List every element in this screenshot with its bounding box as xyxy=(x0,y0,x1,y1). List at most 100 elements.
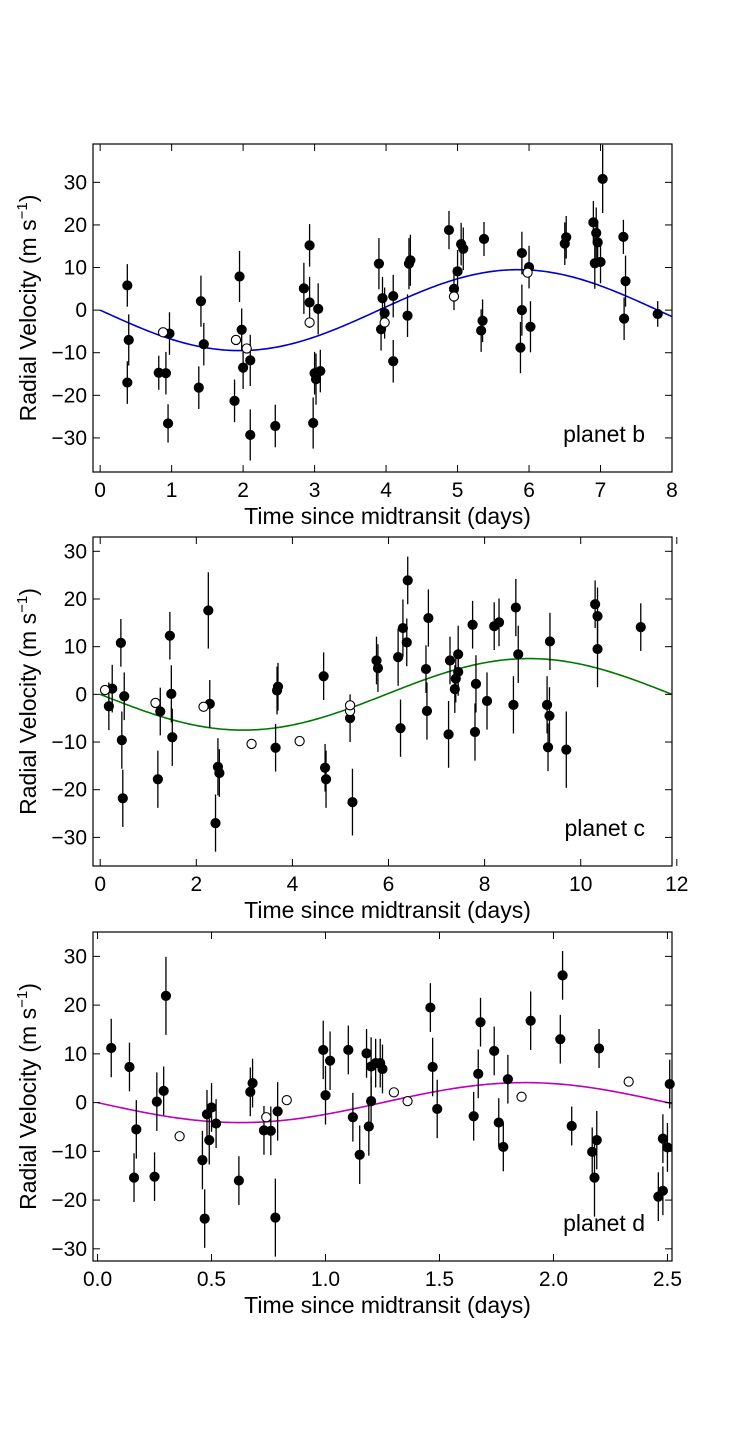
y-axis-label-close: ) xyxy=(15,588,41,596)
point-marker xyxy=(152,774,163,785)
point-marker xyxy=(377,293,388,304)
point-marker xyxy=(238,362,249,373)
data-point-filled xyxy=(427,1037,438,1097)
point-marker xyxy=(318,1044,329,1056)
data-point-filled xyxy=(319,743,331,792)
data-point-filled xyxy=(591,1110,602,1170)
model-curve xyxy=(99,657,672,731)
point-marker xyxy=(270,420,281,432)
data-point-filled xyxy=(542,723,554,772)
point-marker xyxy=(347,797,358,808)
data-point-filled xyxy=(160,351,172,395)
y-axis-label-exponent: −1 xyxy=(14,202,31,219)
point-marker xyxy=(657,1133,668,1144)
point-marker xyxy=(421,705,433,717)
point-marker xyxy=(443,729,454,740)
point-marker xyxy=(122,377,133,388)
data-point-filled xyxy=(162,404,174,443)
y-tick-label: 0 xyxy=(75,299,87,322)
y-axis-label-main: Radial Velocity (m s xyxy=(15,219,41,421)
point-marker xyxy=(467,619,478,630)
data-point-open xyxy=(157,327,169,338)
point-marker xyxy=(313,303,324,314)
data-point-filled xyxy=(443,210,455,250)
data-point-filled xyxy=(377,1044,388,1094)
point-marker xyxy=(203,605,214,616)
data-point-filled xyxy=(151,1072,162,1131)
data-point-filled xyxy=(620,255,631,307)
point-marker xyxy=(158,1085,169,1096)
data-point-filled xyxy=(452,250,463,293)
point-marker xyxy=(247,1077,258,1089)
point-marker xyxy=(591,227,602,239)
point-marker xyxy=(388,290,399,302)
point-marker xyxy=(128,1172,140,1183)
point-marker xyxy=(561,744,572,755)
data-point-filled xyxy=(124,1042,135,1092)
data-point-filled xyxy=(131,1100,142,1159)
x-tick-label: 1.5 xyxy=(425,1268,454,1291)
point-marker xyxy=(489,1045,500,1057)
point-marker xyxy=(635,622,646,633)
data-point-filled xyxy=(160,956,172,1035)
x-tick-label: 0.5 xyxy=(197,1268,226,1291)
x-tick-label: 0 xyxy=(94,873,106,896)
point-marker xyxy=(597,173,608,185)
point-marker xyxy=(245,1086,256,1097)
y-tick-label: 0 xyxy=(75,683,87,706)
y-axis-label-exponent: −1 xyxy=(14,991,31,1008)
data-point-open xyxy=(516,1091,527,1102)
point-marker xyxy=(401,637,412,648)
data-point-filled xyxy=(481,672,493,730)
point-marker xyxy=(566,1120,577,1132)
data-point-filled xyxy=(653,1172,664,1222)
point-marker xyxy=(298,283,309,294)
point-marker xyxy=(377,1063,388,1075)
point-marker xyxy=(591,1135,602,1146)
data-point-filled xyxy=(544,612,556,671)
point-marker xyxy=(197,1155,208,1166)
point-marker xyxy=(123,334,134,346)
data-point-filled xyxy=(595,240,606,284)
point-marker xyxy=(470,678,482,689)
x-tick-label: 2.5 xyxy=(653,1268,682,1291)
point-marker xyxy=(458,243,469,254)
point-marker xyxy=(206,1102,217,1113)
point-marker xyxy=(363,1121,374,1132)
data-point-filled xyxy=(405,234,416,286)
data-point-filled xyxy=(214,749,225,797)
point-marker xyxy=(449,684,460,695)
data-point-filled xyxy=(298,262,309,314)
data-point-filled xyxy=(203,572,214,649)
x-tick-label: 8 xyxy=(479,873,491,896)
data-point-filled xyxy=(557,951,568,1000)
point-marker xyxy=(229,395,240,406)
y-axis-label-close: ) xyxy=(15,983,41,991)
point-marker xyxy=(308,417,319,429)
data-point-filled xyxy=(122,264,133,307)
data-point-filled xyxy=(476,309,487,352)
plot-frame xyxy=(92,143,673,473)
point-marker xyxy=(151,1096,162,1107)
data-point-open xyxy=(198,701,209,712)
x-axis-label: Time since midtransit (days) xyxy=(244,1292,531,1318)
data-point-filled xyxy=(561,215,572,259)
data-point-filled xyxy=(158,1066,169,1116)
data-point-filled xyxy=(270,404,281,448)
y-axis-label: Radial Velocity (m s−1) xyxy=(14,588,41,815)
y-axis-label: Radial Velocity (m s−1) xyxy=(14,195,41,422)
y-tick-label: 20 xyxy=(64,588,87,611)
data-point-open xyxy=(241,343,252,354)
point-marker xyxy=(318,671,329,682)
data-point-filled xyxy=(402,556,413,605)
point-marker xyxy=(272,1106,283,1117)
data-point-filled xyxy=(477,299,488,343)
data-point-filled xyxy=(597,144,608,214)
data-point-filled xyxy=(123,314,134,366)
y-tick-label: −20 xyxy=(51,779,87,802)
y-axis-label-close: ) xyxy=(15,195,41,203)
data-point-open xyxy=(246,738,257,750)
data-point-filled xyxy=(265,1106,276,1156)
data-point-filled xyxy=(229,379,240,423)
